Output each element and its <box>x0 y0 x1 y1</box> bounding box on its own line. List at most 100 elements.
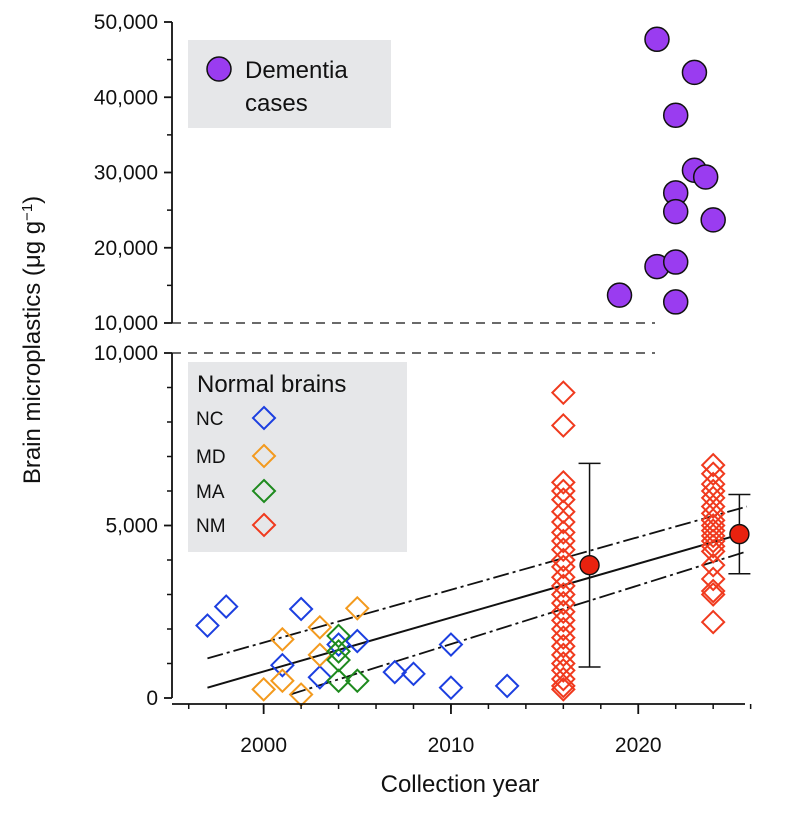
nm-point <box>550 657 576 683</box>
y-tick-label-upper: 40,000 <box>94 86 158 109</box>
md-point <box>344 595 370 621</box>
y-tick-label-upper: 50,000 <box>94 11 158 34</box>
nm-point <box>700 461 726 487</box>
nc-point <box>307 664 333 690</box>
md-point <box>269 626 295 652</box>
ma-point <box>344 668 370 694</box>
normal-brains-legend-background <box>188 362 407 552</box>
nm-point <box>550 582 576 607</box>
nm-point <box>550 413 576 438</box>
nm-point <box>700 494 726 519</box>
legend-marker-nm <box>251 512 277 538</box>
nc-point <box>213 594 239 619</box>
nc-point <box>195 613 220 638</box>
nm-point <box>550 554 576 580</box>
dementia-point <box>700 207 726 233</box>
summary-mean-point <box>579 554 600 576</box>
nc-point <box>344 628 370 654</box>
axes: 10,000 20,000 30,000 40,000 50,000 0 5,000 10,0… <box>94 11 752 757</box>
nm-point <box>700 582 726 607</box>
nm-point <box>700 609 726 635</box>
nc-point <box>401 661 426 687</box>
dementia-point <box>692 164 719 190</box>
y-tick-label-lower: 5,000 <box>105 515 158 538</box>
nm-point <box>550 547 576 573</box>
nm-point <box>550 633 576 659</box>
nc-point <box>438 632 464 657</box>
ma-point <box>326 668 351 694</box>
regression-ci-upper-line <box>207 505 748 660</box>
summary-mean-point <box>729 523 750 545</box>
nc-point <box>438 675 464 701</box>
dementia-point <box>662 249 689 275</box>
dementia-point <box>644 26 670 53</box>
legend-marker-nc <box>251 405 277 431</box>
nm-point <box>700 538 726 564</box>
nm-point <box>550 519 576 545</box>
nm-point <box>550 590 576 616</box>
nc-point <box>494 673 520 699</box>
y-tick-label-upper: 20,000 <box>94 237 158 260</box>
dementia-legend-label-line2: cases <box>245 90 308 117</box>
legend-label-nc: NC <box>196 409 223 430</box>
y-axis-title-main: Brain microplastics (μg g <box>19 221 46 484</box>
nm-point <box>550 469 576 495</box>
x-tick-label: 2020 <box>615 734 662 757</box>
nm-point <box>550 599 576 625</box>
nm-point <box>550 651 576 676</box>
dementia-legend-label-line1: Dementia <box>245 57 348 84</box>
nm-point <box>700 533 726 559</box>
nm-point <box>700 566 726 592</box>
nm-point <box>550 509 576 535</box>
nm-point <box>550 616 576 642</box>
nm-point <box>550 676 576 702</box>
ma-point <box>326 639 351 664</box>
nm-point <box>550 642 576 668</box>
nm-point <box>550 564 576 590</box>
nm-point <box>550 573 576 599</box>
summary-points <box>578 462 751 668</box>
legend-label-md: MD <box>196 447 226 468</box>
nc-point <box>269 652 295 678</box>
nm-point <box>700 578 726 604</box>
nm-point <box>550 478 576 504</box>
ma-point <box>326 623 351 649</box>
nm-point <box>550 607 576 633</box>
y-tick-label-upper: 30,000 <box>94 162 158 185</box>
normal-brains-legend-box: Normal brains NC MD MA NM <box>188 362 407 552</box>
legend-label-nm: NM <box>196 516 226 537</box>
y-tick-label-lower: 0 <box>146 687 158 710</box>
dementia-point <box>662 289 689 315</box>
nm-point <box>700 478 726 504</box>
nm-point <box>700 528 726 554</box>
x-tick-label: 2000 <box>240 734 287 757</box>
nm-point <box>550 380 576 406</box>
md-point <box>307 614 333 640</box>
y-axis-title-close: ) <box>19 196 46 204</box>
md-point <box>269 668 295 694</box>
legend-marker-md <box>251 443 277 469</box>
dementia-point <box>662 102 689 129</box>
data-points <box>195 26 726 707</box>
dementia-legend-background <box>188 40 391 128</box>
y-tick-label-lower: 10,000 <box>94 342 158 365</box>
legend-marker-ma <box>251 478 277 504</box>
normal-brains-legend-title: Normal brains <box>197 371 346 398</box>
regression-ci-lower-line <box>289 550 748 696</box>
nm-point <box>550 666 576 692</box>
regression-lines <box>207 505 748 696</box>
nm-point <box>700 523 726 549</box>
nm-point <box>700 552 726 578</box>
legend-label-ma: MA <box>196 482 225 503</box>
nm-point <box>550 528 576 554</box>
x-axis-title: Collection year <box>381 771 540 798</box>
md-point <box>288 682 314 707</box>
nm-point <box>700 485 726 511</box>
dementia-point <box>606 282 633 308</box>
nm-point <box>700 452 726 478</box>
dementia-legend-marker <box>206 56 232 82</box>
nm-point <box>550 673 576 699</box>
nm-point <box>550 625 576 651</box>
dementia-legend-box: Dementia cases <box>188 40 391 128</box>
